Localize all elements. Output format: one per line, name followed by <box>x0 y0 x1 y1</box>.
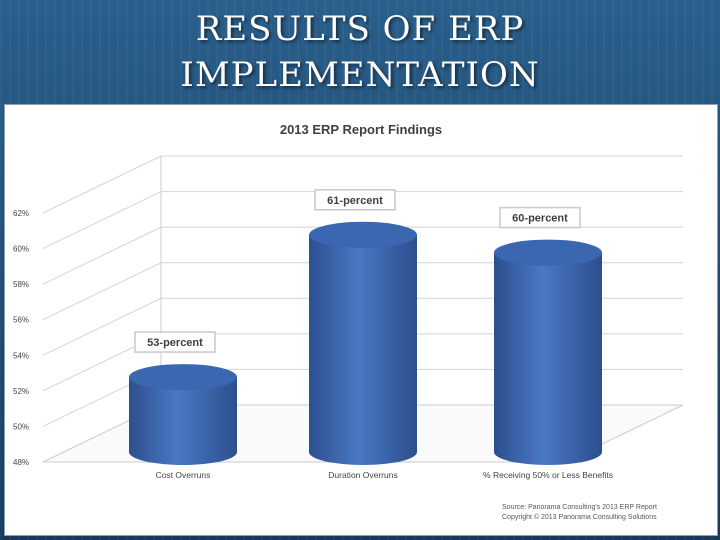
chart: 48% 50% 52% 54% 56% 58% 60% 62% 53-percent Cost O… <box>13 155 684 480</box>
source-note: Source: Panorama Consulting's 2013 ERP R… <box>502 503 657 523</box>
data-label: 60-percent <box>512 213 568 225</box>
y-tick-label: 62% <box>13 209 29 218</box>
x-category-label: Duration Overruns <box>328 470 397 480</box>
data-label-box <box>499 206 581 229</box>
y-tick-label: 60% <box>13 245 29 254</box>
gridline <box>42 155 683 214</box>
bar <box>309 234 417 465</box>
slide-title-line-1: RESULTS OF ERP <box>195 9 525 49</box>
bar-top <box>494 239 602 266</box>
y-tick-label: 52% <box>13 387 29 396</box>
y-tick-label: 56% <box>13 316 29 325</box>
slide-title: RESULTS OF ERP IMPLEMENTATION <box>0 6 720 98</box>
y-tick-label: 50% <box>13 422 29 431</box>
data-label: 53-percent <box>147 337 203 349</box>
chart-panel: 48% 50% 52% 54% 56% 58% 60% 62% 53-percent Cost O… <box>4 104 718 536</box>
x-category-label: % Receiving 50% or Less Benefits <box>483 470 613 480</box>
data-label-box <box>134 331 216 353</box>
bar-top <box>309 221 417 248</box>
data-label: 61-percent <box>327 195 383 207</box>
bar <box>494 252 602 465</box>
bar-top <box>129 364 237 391</box>
y-tick-label: 54% <box>13 351 29 360</box>
source-line: Source: Panorama Consulting's 2013 ERP R… <box>502 504 657 511</box>
chart-title: 2013 ERP Report Findings <box>279 122 443 137</box>
x-category-label: Cost Overruns <box>156 470 211 480</box>
bar <box>129 377 237 465</box>
copyright-line: Copyright © 2013 Panorama Consulting Sol… <box>502 514 657 521</box>
slide-title-line-2: IMPLEMENTATION <box>180 55 540 95</box>
y-tick-label: 48% <box>13 458 29 467</box>
gridline <box>42 191 683 250</box>
data-label-box <box>314 189 396 211</box>
y-tick-label: 58% <box>13 280 29 289</box>
